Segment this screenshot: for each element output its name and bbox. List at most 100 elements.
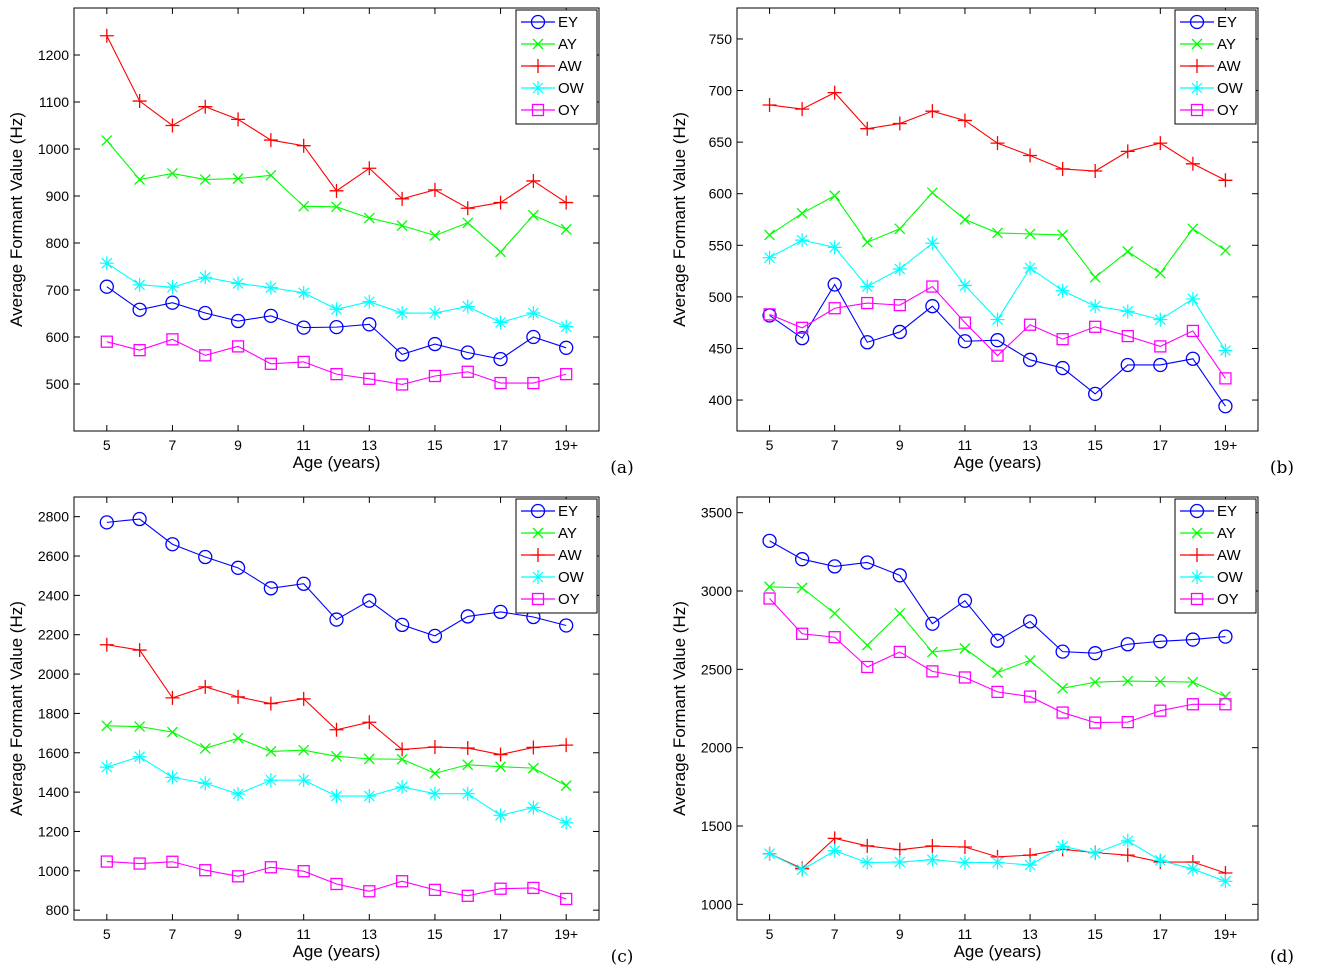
data-point-oy: [958, 671, 972, 684]
data-point-aw: [198, 99, 213, 114]
y-tick-label: 800: [46, 235, 70, 251]
data-point-aw: [99, 637, 114, 652]
data-point-oy: [763, 592, 776, 605]
data-point-ey: [198, 305, 213, 321]
legend-marker-oy: [531, 592, 545, 606]
data-point-oy: [166, 855, 179, 868]
x-tick-label: 11: [958, 437, 973, 453]
data-point-ey: [794, 552, 810, 567]
data-point-ay: [462, 217, 474, 229]
series-ey: [99, 279, 574, 367]
data-point-ey: [1120, 637, 1135, 652]
data-point-ey: [1153, 357, 1168, 373]
y-tick-label: 600: [709, 186, 733, 202]
data-point-ow: [827, 240, 842, 255]
data-point-ow: [165, 280, 180, 295]
data-point-ow: [263, 773, 278, 788]
data-point-aw: [559, 738, 574, 753]
data-point-oy: [1154, 340, 1167, 353]
data-point-aw: [1120, 144, 1135, 159]
data-point-ey: [263, 581, 279, 596]
data-point-oy: [395, 875, 409, 888]
data-point-ay: [134, 174, 146, 186]
data-point-ow: [925, 852, 940, 867]
legend-box: [1174, 9, 1257, 125]
data-point-oy: [828, 302, 841, 315]
data-point-ey: [957, 334, 973, 349]
legend-marker-ay: [532, 527, 544, 539]
data-point-aw: [296, 691, 311, 706]
series-oy: [100, 855, 573, 906]
y-tick-label: 550: [709, 237, 733, 253]
data-point-ow: [860, 855, 875, 870]
data-point-ow: [296, 773, 311, 788]
x-axis-label: Age (years): [954, 453, 1042, 472]
data-point-ow: [329, 789, 344, 804]
data-point-ow: [1055, 283, 1070, 298]
data-point-ay: [926, 187, 938, 199]
data-point-oy: [166, 333, 179, 346]
data-point-oy: [231, 340, 245, 353]
data-point-ay: [959, 643, 971, 654]
y-tick-label: 2000: [38, 666, 69, 682]
data-point-ey: [1022, 614, 1038, 629]
data-point-oy: [494, 882, 507, 895]
data-point-ay: [166, 167, 178, 179]
data-point-ow: [493, 315, 508, 330]
data-point-ey: [493, 351, 508, 367]
data-point-ay: [959, 214, 971, 225]
data-point-oy: [494, 376, 507, 390]
legend-marker-ey: [530, 503, 546, 519]
data-point-aw: [165, 118, 180, 133]
data-point-aw: [493, 747, 508, 762]
data-point-ay: [861, 236, 873, 248]
data-point-ay: [331, 750, 342, 762]
x-tick-label: 13: [362, 926, 378, 942]
plot-area: [73, 7, 600, 432]
data-point-ay: [992, 227, 1003, 239]
legend-marker-ow: [1190, 81, 1204, 95]
data-point-ay: [396, 753, 408, 765]
data-point-aw: [1218, 173, 1233, 188]
data-point-aw: [526, 740, 541, 755]
data-point-ay: [265, 745, 277, 757]
x-tick-label: 9: [896, 926, 904, 942]
x-tick-label: 5: [103, 437, 111, 453]
legend-marker-aw: [531, 59, 545, 73]
data-point-ow: [1153, 312, 1168, 327]
data-point-ey: [394, 347, 410, 362]
data-point-ow: [493, 808, 508, 823]
data-point-aw: [1088, 164, 1103, 179]
legend-label-ay: AY: [1217, 36, 1236, 53]
data-point-ey: [362, 317, 377, 332]
data-point-ay: [829, 607, 841, 619]
data-point-ey: [1120, 357, 1135, 373]
data-point-ay: [796, 582, 808, 594]
data-point-aw: [827, 85, 842, 100]
y-tick-label: 500: [46, 376, 70, 392]
data-point-aw: [762, 97, 777, 112]
series-ow: [762, 233, 1233, 358]
data-point-aw: [860, 121, 875, 136]
y-axis-label: Average Formant Value (Hz): [670, 601, 689, 816]
data-point-ey: [957, 593, 973, 608]
data-point-ey: [493, 604, 508, 620]
x-tick-label: 19+: [554, 437, 578, 453]
series-ow: [762, 833, 1233, 889]
y-axis-label: Average Formant Value (Hz): [670, 112, 689, 327]
data-point-ay: [134, 721, 146, 733]
data-point-ay: [894, 223, 906, 235]
data-point-ey: [296, 320, 311, 335]
data-point-aw: [957, 113, 972, 128]
legend-label-ow: OW: [1217, 80, 1244, 97]
data-point-ow: [762, 250, 777, 265]
x-tick-label: 17: [1153, 926, 1169, 942]
data-point-aw: [165, 690, 180, 705]
data-point-ay: [495, 761, 507, 773]
series-oy: [763, 280, 1232, 385]
x-tick-label: 19+: [1214, 437, 1238, 453]
data-point-ow: [1185, 291, 1200, 306]
data-point-ow: [762, 846, 777, 861]
x-tick-label: 17: [493, 437, 509, 453]
